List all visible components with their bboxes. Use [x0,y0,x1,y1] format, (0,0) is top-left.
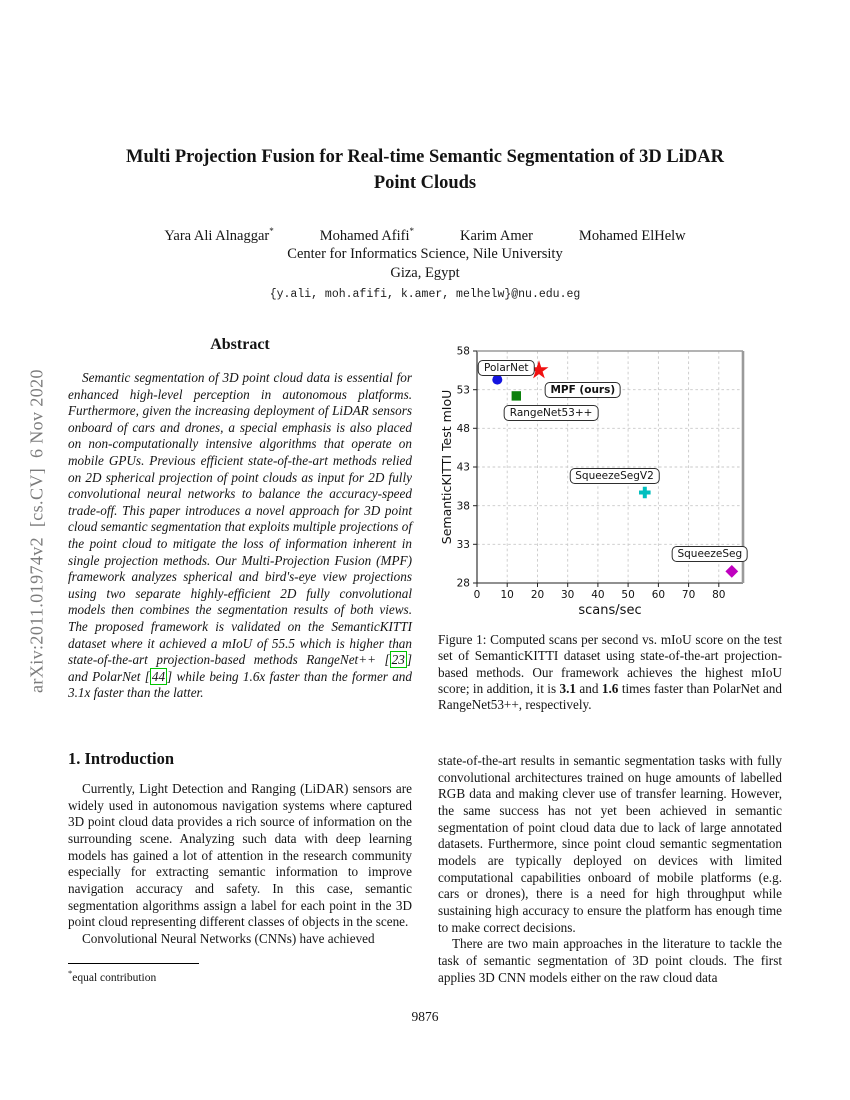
svg-text:70: 70 [682,589,695,601]
email-line: {y.ali, moh.afifi, k.amer, melhelw}@nu.e… [269,288,581,301]
chart-point-label-polarnet: PolarNet [478,360,535,376]
footnote-text: equal contribution [72,971,157,984]
chart-point-label-rangenet53: RangeNet53++ [503,404,599,421]
footnote-rule [68,963,199,964]
affiliation-line: Center for Informatics Science, Nile Uni… [287,246,563,262]
squeezesegv2-marker [639,486,651,499]
introduction-paragraph-1: Currently, Light Detection and Ranging (… [68,781,412,930]
svg-text:48: 48 [457,423,470,435]
author: Yara Ali Alnaggar* [164,226,274,244]
author-mark: * [409,226,415,236]
affiliation-city: Giza, Egypt [390,265,460,281]
figure1-caption: Figure 1: Computed scans per second vs. … [438,632,782,713]
abstract-heading: Abstract [210,336,270,353]
svg-text:53: 53 [457,384,470,396]
right-column-paragraph-1: state-of-the-art results in semantic seg… [438,753,782,935]
author-mark: * [269,226,274,236]
authors-row: Yara Ali Alnaggar* Mohamed Afifi* Karim Am… [0,226,850,245]
figure1-chart: 0 10 20 30 40 50 60 70 80 28 33 38 43 48 53 58 scans/sec… [439,344,749,622]
right-column-body: state-of-the-art results in semantic seg… [438,753,782,986]
bold-text: 3.1 [559,681,576,697]
abstract-text: Semantic segmentation of 3D point cloud … [68,370,412,701]
page-number: 9876 [411,1009,439,1024]
title-block: Multi Projection Fusion for Real-time Se… [0,144,850,196]
svg-text:40: 40 [591,589,604,601]
svg-text:80: 80 [712,589,725,601]
svg-text:30: 30 [561,589,574,601]
polarnet-marker [492,374,503,385]
chart-point-label-squeezesegv2: SqueezeSegV2 [569,468,660,485]
paper-title-line-2: Point Clouds [373,173,477,193]
chart-point-label-squeezeseg: SqueezeSeg [671,546,749,563]
svg-text:50: 50 [621,589,634,601]
svg-text:10: 10 [501,589,514,601]
right-column-paragraph-2: There are two main approaches in the lit… [438,936,782,985]
bold-text: 1.6 [601,681,619,697]
svg-text:scans/sec: scans/sec [578,603,641,618]
abstract-section: Abstract Semantic segmentation of 3D poi… [68,336,412,702]
paper-title-line-1: Multi Projection Fusion for Real-time Se… [126,147,724,167]
footnote-mark: * [68,968,73,978]
author: Mohamed Afifi* [319,226,415,244]
introduction-section: 1. Introduction Currently, Light Detecti… [68,749,412,948]
svg-text:SemanticKITTI Test mIoU: SemanticKITTI Test mIoU [440,390,454,544]
introduction-heading: 1. Introduction [68,749,175,768]
squeezeseg-marker [725,565,739,578]
introduction-paragraph-2: Convolutional Neural Networks (CNNs) hav… [82,930,375,946]
footnote: *equal contribution [68,963,412,984]
svg-text:58: 58 [457,346,470,358]
svg-text:20: 20 [531,589,544,601]
citation-link[interactable]: 44 [149,667,168,685]
citation-link[interactable]: 23 [389,651,407,669]
svg-text:28: 28 [457,578,470,590]
svg-text:43: 43 [457,462,470,474]
mpf-ours-marker [529,360,549,379]
author: Mohamed ElHelw [578,227,686,244]
arxiv-watermark: arXiv:2011.01974v2 [cs.CV] 6 Nov 2020 [26,369,47,693]
figure1-chart-svg: 0 10 20 30 40 50 60 70 80 28 33 38 43 48 53 58 scans/sec… [439,346,745,618]
svg-text:60: 60 [652,589,665,601]
author: Karim Amer [460,227,533,244]
rangenet53-marker [511,391,521,401]
svg-text:33: 33 [457,539,470,551]
svg-text:0: 0 [474,589,481,601]
chart-point-label-mpf-ours: MPF (ours) [544,381,622,398]
svg-text:38: 38 [457,500,470,512]
